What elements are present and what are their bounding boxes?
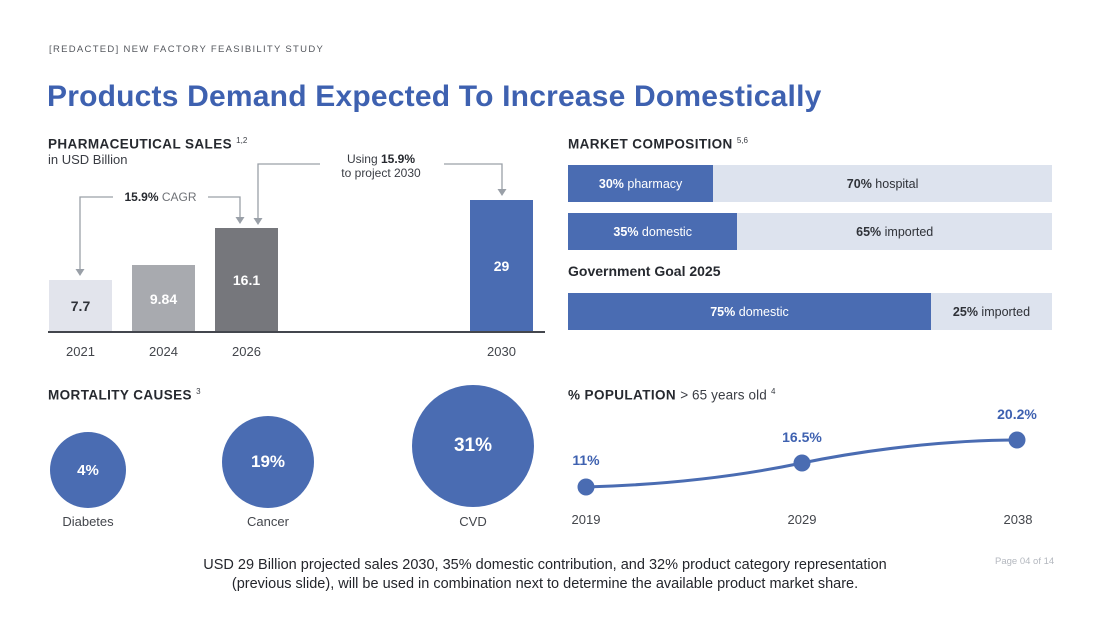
data-point-2038 xyxy=(1008,431,1026,449)
bar-2026: 16.1 xyxy=(215,228,278,332)
bar-2030: 29 xyxy=(470,200,533,332)
stacked-bar-row-pharmacy-hospital: 30% pharmacy 70% hospital xyxy=(568,165,1052,202)
projection-annotation: Using 15.9% to project 2030 xyxy=(320,152,442,180)
segment-domestic-pct: 35% xyxy=(613,224,639,239)
bubble-label-cancer: Cancer xyxy=(247,514,289,529)
market-composition-heading-text: MARKET COMPOSITION xyxy=(568,136,733,152)
projection-pre: Using xyxy=(346,152,381,166)
market-composition-footnote-ref: 5,6 xyxy=(736,136,748,145)
segment-hospital: 70% hospital xyxy=(713,165,1052,202)
bar-2024-value: 9.84 xyxy=(149,290,178,307)
segment-domestic: 35% domestic xyxy=(568,213,738,250)
point-label-2029: 16.5% xyxy=(782,429,822,445)
segment-pharmacy-pct: 30% xyxy=(598,176,624,191)
point-label-2038: 20.2% xyxy=(997,406,1037,422)
page-number: Page 04 of 14 xyxy=(995,556,1055,567)
segment-pharmacy: 30% pharmacy xyxy=(568,165,714,202)
x-axis-line xyxy=(48,331,545,333)
projection-line2: to project 2030 xyxy=(341,166,421,180)
segment-imported-label: imported xyxy=(881,224,934,239)
year-label-2019: 2019 xyxy=(571,512,601,527)
bar-2021: 7.7 xyxy=(49,280,112,332)
line-chart-svg xyxy=(577,431,1026,496)
bubble-cancer: 19% xyxy=(222,416,314,508)
segment-goal-domestic: 75% domestic xyxy=(568,293,931,330)
segment-goal-imported-label: imported xyxy=(977,304,1031,319)
pharma-sales-subtitle: in USD Billion xyxy=(48,152,128,167)
segment-hospital-pct: 70% xyxy=(846,176,872,191)
pharma-sales-heading: PHARMACEUTICAL SALES 1,2 xyxy=(48,136,247,152)
segment-goal-imported: 25% imported xyxy=(931,293,1052,330)
bubble-label-cvd: CVD xyxy=(459,514,487,529)
segment-pharmacy-label: pharmacy xyxy=(623,176,683,191)
bar-2026-value: 16.1 xyxy=(232,272,261,288)
mortality-causes-heading-text: MORTALITY CAUSES xyxy=(48,387,192,403)
cagr-value: 15.9% xyxy=(124,190,159,204)
segment-goal-domestic-label: domestic xyxy=(735,304,789,319)
bubble-diabetes: 4% xyxy=(50,432,126,508)
cagr-annotation: 15.9% CAGR xyxy=(113,190,208,204)
footer-line1: USD 29 Billion projected sales 2030, 35%… xyxy=(203,557,887,573)
segment-domestic-label: domestic xyxy=(638,224,692,239)
segment-goal-domestic-pct: 75% xyxy=(710,304,736,319)
bar-2024: 9.84 xyxy=(132,265,195,332)
cagr-label: CAGR xyxy=(158,190,197,204)
mortality-causes-heading: MORTALITY CAUSES 3 xyxy=(48,387,201,403)
bubble-cvd: 31% xyxy=(412,385,534,507)
population-heading-rest: > 65 years old xyxy=(680,387,767,403)
government-goal-heading: Government Goal 2025 xyxy=(568,263,721,279)
footer-line2: (previous slide), will be used in combin… xyxy=(231,575,859,592)
axis-label-2024: 2024 xyxy=(149,344,178,359)
year-label-2038: 2038 xyxy=(1003,512,1033,527)
stacked-bar-row-goal-2025: 75% domestic 25% imported xyxy=(568,293,1052,330)
segment-goal-imported-pct: 25% xyxy=(952,304,978,319)
bubble-label-diabetes: Diabetes xyxy=(62,514,114,529)
pharma-sales-heading-text: PHARMACEUTICAL SALES xyxy=(48,136,233,152)
point-label-2019: 11% xyxy=(572,452,600,468)
axis-label-2021: 2021 xyxy=(66,344,95,359)
stacked-bar-row-domestic-imported: 35% domestic 65% imported xyxy=(568,213,1052,250)
segment-imported: 65% imported xyxy=(737,213,1052,250)
population-heading: % POPULATION > 65 years old 4 xyxy=(568,387,775,403)
pharma-sales-footnote-ref: 1,2 xyxy=(236,136,248,145)
annotation-lines xyxy=(75,163,507,276)
axis-label-2030: 2030 xyxy=(487,344,516,359)
axis-label-2026: 2026 xyxy=(232,344,261,359)
segment-imported-pct: 65% xyxy=(856,224,882,239)
segment-hospital-label: hospital xyxy=(871,176,919,191)
population-heading-text: % POPULATION xyxy=(568,387,677,403)
footer-note: USD 29 Billion projected sales 2030, 35%… xyxy=(95,556,995,593)
projection-value: 15.9% xyxy=(380,152,416,166)
population-footnote-ref: 4 xyxy=(770,387,776,396)
data-point-2029 xyxy=(793,454,811,472)
bar-2021-value: 7.7 xyxy=(70,298,91,314)
market-composition-heading: MARKET COMPOSITION 5,6 xyxy=(568,136,748,152)
year-label-2029: 2029 xyxy=(787,512,817,527)
data-point-2019 xyxy=(577,478,595,496)
kicker-text: [REDACTED] NEW FACTORY FEASIBILITY STUDY xyxy=(49,44,325,55)
bar-2030-value: 29 xyxy=(493,258,510,274)
page-title: Products Demand Expected To Increase Dom… xyxy=(47,80,822,113)
mortality-causes-footnote-ref: 3 xyxy=(196,387,201,396)
